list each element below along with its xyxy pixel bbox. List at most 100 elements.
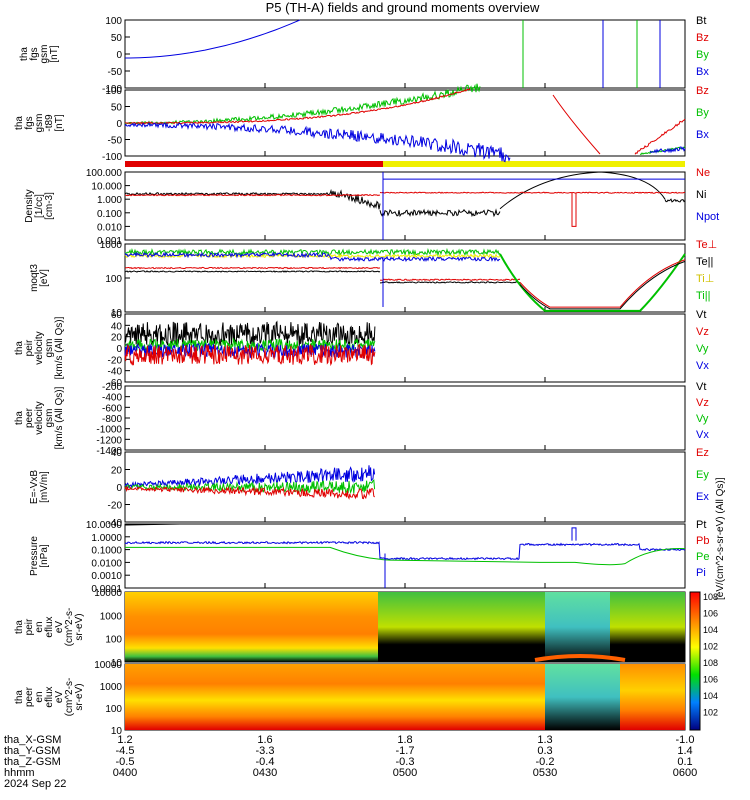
panel-frame-peer_velocity <box>124 385 686 451</box>
legend-fgs_gsm_t89: Bz By Bx <box>696 86 709 152</box>
series-bx <box>649 146 686 154</box>
legend-peer_velocity: Vt Vz Vy Vx <box>696 382 709 446</box>
x-axis-value: 1.4 <box>677 745 693 757</box>
x-axis-row-labels: tha_X-GSM tha_Y-GSM tha_Z-GSM hhmm 2024 Sep … <box>4 735 66 790</box>
legend-item: Vx <box>696 429 709 441</box>
ytick-label-fgs_gsm_t89: 100 <box>105 86 122 97</box>
ytick-label-pressure: 1.0000 <box>91 533 122 544</box>
ytick-label-density: 100.000 <box>86 168 123 179</box>
ytick-label-peer_velocity: -1200 <box>96 435 122 446</box>
x-axis-value: 0.1 <box>677 756 693 768</box>
series-te-par <box>519 260 686 310</box>
ytick-label-peir_eflux: 100 <box>105 635 122 646</box>
legend-item: By <box>696 49 709 61</box>
series-te-par <box>124 270 381 273</box>
ytick-label-density: 0.001 <box>97 236 122 247</box>
colorbar-tick: 104 <box>703 625 718 635</box>
legend-item: Vx <box>696 360 709 372</box>
colorbar-label: [eV/(cm^2-s-sr-eV) (All Qs)] <box>715 477 726 600</box>
legend-item: Bt <box>696 15 707 27</box>
ytick-label-pressure: 0.0010 <box>91 571 122 582</box>
panel-frame-density <box>124 171 686 241</box>
ytick-label-peer_eflux: 100 <box>105 704 122 715</box>
legend-item: Pe <box>696 551 710 563</box>
spectrogram-cell <box>545 592 610 662</box>
ytick-label-pressure: 0.1000 <box>91 546 122 557</box>
legend-item: Bz <box>696 32 709 44</box>
series-npot <box>382 172 685 240</box>
spectrogram-cell <box>378 592 545 662</box>
legend-item: Vt <box>696 309 707 321</box>
legend-item: Pb <box>696 535 710 547</box>
ytick-label-peer_velocity: -800 <box>102 414 122 425</box>
x-axis-value: 1.2 <box>117 734 133 746</box>
ytick-label-density: 0.100 <box>97 209 122 220</box>
series-pi <box>571 527 577 541</box>
legend-item: Pt <box>696 519 707 531</box>
series-pe <box>125 546 686 566</box>
spectrogram-cell <box>610 592 685 662</box>
legend-item: Vz <box>696 397 709 409</box>
ytick-label-density: 1.000 <box>97 195 122 206</box>
series-vt <box>124 320 376 346</box>
series-bx <box>124 122 511 163</box>
x-axis-row-label: tha_X-GSM <box>4 734 62 746</box>
legend-e_field: Ez Ey Ex <box>696 448 709 514</box>
x-axis-value: -4.5 <box>115 745 135 757</box>
series-by <box>124 83 481 125</box>
ytick-label-fgs_gsm_t89: 0 <box>116 119 122 130</box>
ytick-label-peer_velocity: -1400 <box>96 446 122 457</box>
ytick-label-peir_velocity: 60 <box>111 310 123 321</box>
ytick-label-density: 0.010 <box>97 222 122 233</box>
legend-item: Vy <box>696 343 709 355</box>
ytick-label-pressure: 0.0100 <box>91 558 122 569</box>
x-axis-column: 1.8 -1.7 -0.3 0500 <box>380 735 430 779</box>
series-ni <box>499 171 666 210</box>
ylabel-peer_eflux: tha peer en eflux eV (cm^2-s-sr-eV) <box>14 677 85 717</box>
ytick-label-e_field: 20 <box>111 466 123 477</box>
x-axis-column: 1.3 0.3 -0.2 0530 <box>520 735 570 779</box>
series-pt <box>124 523 181 526</box>
ytick-label-fgs_gsm: 50 <box>111 33 123 44</box>
ytick-label-fgs_gsm_t89: 50 <box>111 103 123 114</box>
ylabel-fgs_gsm: tha fgs gsm [nT] <box>19 44 60 64</box>
ylabel-fgs_gsm_t89: tha fgs gsm -t89 [nT] <box>14 113 65 133</box>
series-te-perp <box>519 259 686 308</box>
x-axis-value: 0400 <box>112 767 138 779</box>
series-bx <box>125 19 301 59</box>
ytick-label-peer_eflux: 10 <box>111 726 123 737</box>
ytick-label-e_field: -20 <box>108 501 123 512</box>
ytick-label-fgs_gsm: 0 <box>116 50 122 61</box>
legend-item: Bx <box>696 66 709 78</box>
ytick-label-peir_velocity: -20 <box>108 355 123 366</box>
ytick-label-fgs_gsm: -50 <box>108 67 123 78</box>
legend-fgs_gsm: Bt Bz By Bx <box>696 16 709 84</box>
series-ni <box>664 198 686 203</box>
x-axis-row-label: hhmm <box>4 767 35 779</box>
ytick-label-peer_eflux: 10000 <box>94 660 122 671</box>
panel-frame-pressure <box>124 523 686 589</box>
colorbar-tick: 104 <box>703 691 718 701</box>
ytick-label-fgs_gsm_t89: -50 <box>108 136 123 147</box>
colorbar-tick: 108 <box>703 658 718 668</box>
x-axis-value: -0.4 <box>255 756 275 768</box>
x-axis-value: -0.2 <box>535 756 555 768</box>
ytick-label-pressure: 10.0000 <box>86 520 123 531</box>
legend-item: Vy <box>696 413 709 425</box>
ytick-label-peir_velocity: -40 <box>108 367 123 378</box>
ylabel-temperature: moqt3 [eV] <box>29 264 50 292</box>
x-axis-value: 1.8 <box>397 734 413 746</box>
colorbar-tick: 106 <box>703 675 718 685</box>
ytick-label-density: 10.000 <box>91 182 122 193</box>
ytick-label-peer_velocity: -1000 <box>96 425 122 436</box>
legend-item: Ez <box>696 447 709 459</box>
x-axis-row-label: tha_Z-GSM <box>4 756 61 768</box>
series-te-par <box>380 281 521 284</box>
spectrogram-cell <box>545 664 620 730</box>
mode-bar-yellow <box>383 161 685 167</box>
x-axis-row-label: tha_Y-GSM <box>4 745 61 757</box>
x-axis-value: 0430 <box>252 767 278 779</box>
colorbar-tick: 106 <box>703 609 718 619</box>
series-te-perp <box>379 278 521 282</box>
series-vz <box>124 343 376 367</box>
